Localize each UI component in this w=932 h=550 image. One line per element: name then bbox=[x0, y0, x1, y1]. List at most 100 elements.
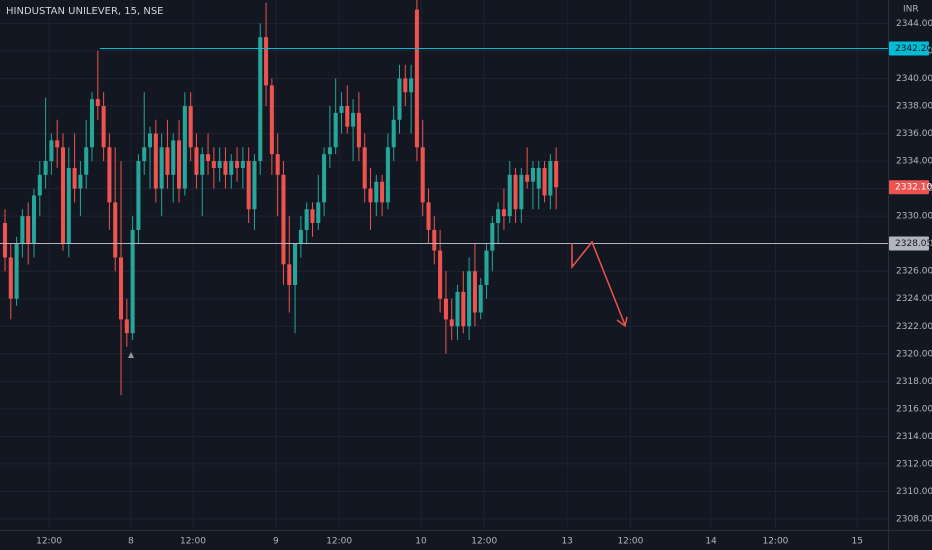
candle-body bbox=[351, 112, 356, 127]
candle-body bbox=[200, 154, 205, 175]
candle-body bbox=[171, 140, 176, 175]
candle-body bbox=[536, 167, 541, 189]
candle-body bbox=[333, 112, 338, 148]
y-tick-label: 2312.00 bbox=[896, 459, 932, 469]
candle-body bbox=[356, 112, 361, 148]
y-tick-label: 2308.00 bbox=[896, 514, 932, 524]
candle-body bbox=[397, 78, 402, 120]
candle-body bbox=[165, 147, 170, 175]
y-tick-label: 2340.00 bbox=[896, 74, 932, 84]
candle-body bbox=[420, 147, 425, 203]
candle-body bbox=[281, 174, 286, 265]
candle-body bbox=[89, 99, 95, 148]
candle-body bbox=[530, 167, 535, 182]
candle-body bbox=[275, 154, 280, 175]
candle-body bbox=[148, 133, 153, 148]
candle-body bbox=[496, 209, 501, 224]
currency: INR bbox=[903, 5, 919, 15]
last-price-bg bbox=[889, 180, 929, 195]
candle-body bbox=[130, 229, 135, 334]
candle-body bbox=[554, 161, 559, 188]
candle-body bbox=[519, 174, 524, 210]
candle-body bbox=[188, 106, 193, 148]
candle-body bbox=[258, 37, 263, 162]
candle-body bbox=[66, 167, 71, 244]
candle-body bbox=[153, 133, 158, 189]
candle-body bbox=[380, 181, 385, 203]
candle-body bbox=[84, 147, 89, 175]
last-price-label: 2332.10 bbox=[895, 183, 932, 193]
candle-body bbox=[409, 78, 414, 93]
y-tick-label: 2330.00 bbox=[896, 212, 932, 222]
candle-body bbox=[246, 161, 251, 210]
candle-body bbox=[217, 161, 222, 168]
candle-body bbox=[14, 243, 19, 299]
candle-body bbox=[235, 161, 240, 168]
candle-body bbox=[304, 209, 309, 230]
candle-body bbox=[467, 271, 472, 327]
candle-body bbox=[2, 223, 8, 258]
candle-body bbox=[31, 195, 37, 244]
candle-body bbox=[345, 106, 350, 127]
candle-body bbox=[142, 147, 147, 162]
candle-body bbox=[542, 167, 547, 196]
arrow-head bbox=[616, 316, 628, 328]
candle-body bbox=[368, 188, 373, 203]
x-tick-label: 12:00 bbox=[617, 537, 643, 547]
x-tick-label: 12:00 bbox=[326, 537, 352, 547]
candle-body bbox=[322, 154, 327, 203]
y-tick-label: 2334.00 bbox=[896, 157, 932, 167]
candle-body bbox=[414, 9, 419, 148]
candle-body bbox=[472, 271, 477, 313]
candle-body bbox=[113, 202, 118, 258]
candle-body bbox=[293, 243, 298, 285]
candle-body bbox=[548, 161, 553, 196]
candle-body bbox=[525, 174, 530, 182]
candle-body bbox=[287, 264, 292, 285]
marker bbox=[128, 352, 134, 358]
drawn-arrow bbox=[571, 240, 626, 326]
candle-body bbox=[194, 147, 199, 175]
candle-body bbox=[316, 202, 321, 224]
candle-body bbox=[8, 257, 13, 299]
candle-body bbox=[403, 78, 408, 93]
candle-body bbox=[327, 147, 332, 155]
candle-body bbox=[507, 174, 512, 217]
candle-body bbox=[513, 174, 518, 210]
x-tick-label: 12:00 bbox=[180, 537, 206, 547]
x-tick-label: 9 bbox=[273, 537, 279, 547]
candle-body bbox=[177, 140, 182, 189]
candle-body bbox=[107, 147, 112, 203]
candle-body bbox=[478, 284, 483, 313]
axes: 2308.00 2310.00 2312.00 2314.00 2316.00 2318.… bbox=[36, 19, 932, 547]
x-tick-label: 8 bbox=[128, 537, 134, 547]
candle-body bbox=[43, 161, 48, 175]
y-tick-label: 2344.00 bbox=[896, 19, 932, 29]
candle-body bbox=[490, 223, 495, 251]
x-tick-label: 12:00 bbox=[36, 537, 62, 547]
candle-body bbox=[182, 106, 187, 189]
candle-body bbox=[501, 209, 506, 217]
y-tick-label: 2322.00 bbox=[896, 322, 932, 332]
price-label-bg bbox=[889, 41, 929, 56]
candle-body bbox=[438, 250, 443, 299]
candle-body bbox=[455, 291, 460, 327]
x-tick-label: 13 bbox=[561, 537, 572, 547]
candle-body bbox=[223, 161, 228, 175]
y-tick-label: 2338.00 bbox=[896, 102, 932, 112]
candle-body bbox=[72, 167, 77, 189]
y-tick-label: 2336.00 bbox=[896, 129, 932, 139]
candle-body bbox=[159, 147, 164, 189]
plot bbox=[0, 0, 888, 396]
candle-body bbox=[136, 161, 141, 230]
candle-body bbox=[37, 174, 42, 196]
x-tick-label: 12:00 bbox=[762, 537, 788, 547]
candle-body bbox=[118, 257, 124, 320]
y-tick-label: 2324.00 bbox=[896, 294, 932, 304]
chart-title: HINDUSTAN UNILEVER, 15, NSE bbox=[6, 6, 163, 17]
candle-body bbox=[229, 161, 234, 175]
candle-body bbox=[449, 319, 454, 327]
candle-body bbox=[339, 106, 344, 113]
